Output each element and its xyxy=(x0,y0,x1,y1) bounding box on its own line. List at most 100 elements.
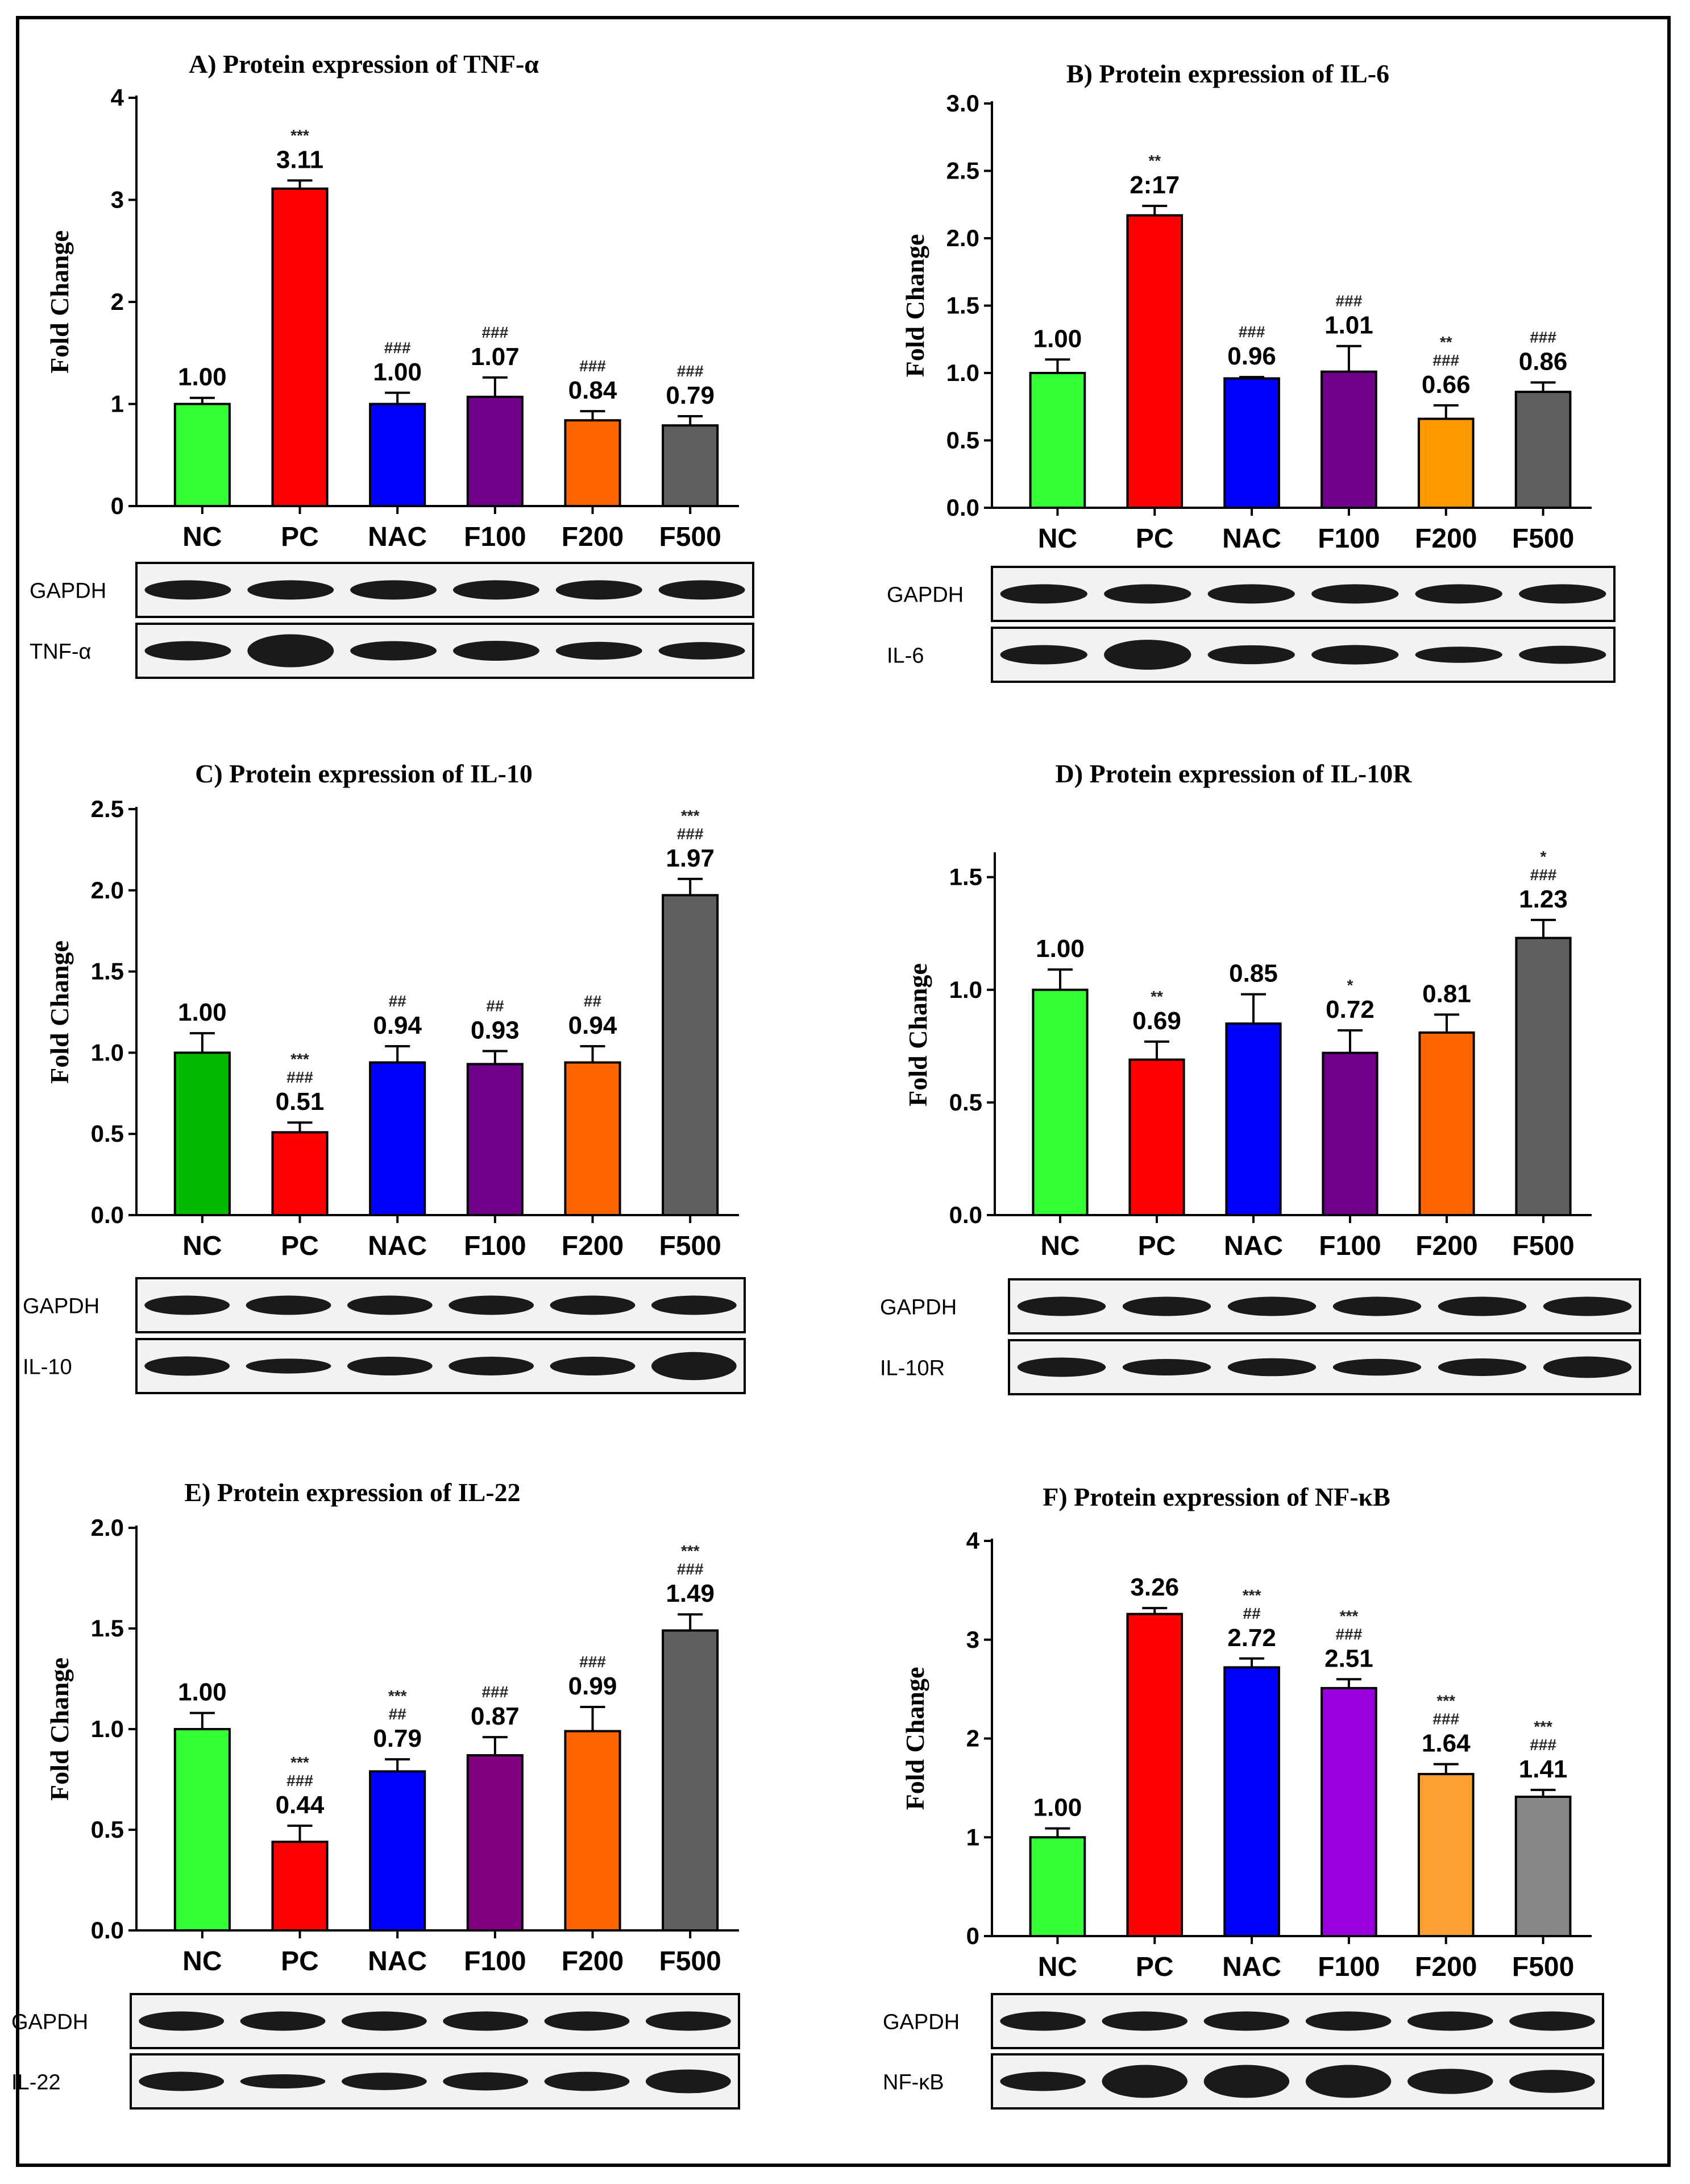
blot-band xyxy=(1305,2011,1392,2031)
x-tick-label: F200 xyxy=(1415,524,1477,554)
data-label: 0.94 xyxy=(568,1012,617,1039)
y-tick-label: 4 xyxy=(966,1527,980,1554)
x-tick-label: F100 xyxy=(1318,1952,1380,1982)
x-tick-label: F200 xyxy=(1415,1952,1477,1982)
y-tick-label: 1.5 xyxy=(946,292,979,319)
blot-band xyxy=(1311,645,1399,665)
y-axis-label: Fold Change xyxy=(45,1657,74,1801)
chart-title: B) Protein expression of IL-6 xyxy=(1066,59,1389,88)
blot-panel xyxy=(130,1993,740,2049)
x-tick-label: PC xyxy=(1138,1231,1176,1261)
y-tick-label: 2.0 xyxy=(91,877,124,904)
significance-mark: ### xyxy=(1432,1710,1459,1728)
significance-mark: ### xyxy=(1530,866,1557,884)
blot-band xyxy=(1203,2065,1290,2098)
x-tick-label: NAC xyxy=(368,522,427,552)
y-axis-label: Fold Change xyxy=(903,963,932,1106)
blot-band xyxy=(240,2011,326,2031)
x-tick-label: PC xyxy=(1136,1952,1174,1982)
blot-band xyxy=(341,2011,427,2031)
blot-band xyxy=(1543,1296,1632,1316)
significance-mark: *** xyxy=(1436,1692,1455,1710)
blot-band xyxy=(1332,1358,1422,1376)
y-tick-label: 2.0 xyxy=(946,225,979,251)
blot-band xyxy=(1203,2011,1290,2031)
blot-band xyxy=(1000,2071,1086,2091)
data-label: 1.64 xyxy=(1422,1730,1471,1758)
bar xyxy=(1417,417,1475,509)
data-label: 2.51 xyxy=(1324,1644,1373,1672)
blot-label: GAPDH xyxy=(887,583,964,607)
blot-band xyxy=(658,642,745,660)
bar xyxy=(662,424,719,507)
bar xyxy=(173,1051,231,1217)
blot-band xyxy=(1519,584,1606,604)
data-label: 0.86 xyxy=(1519,348,1568,376)
x-tick-label: PC xyxy=(1136,524,1174,554)
blot-panel xyxy=(130,2053,740,2110)
significance-mark: ### xyxy=(579,357,606,375)
chart-title: F) Protein expression of NF-κB xyxy=(1043,1482,1390,1511)
blot-band xyxy=(1000,584,1087,604)
y-axis-label: Fold Change xyxy=(900,1667,929,1810)
bar xyxy=(564,1061,621,1216)
significance-mark: ### xyxy=(481,1683,508,1701)
blot-band xyxy=(1017,1357,1106,1377)
chart-title: E) Protein expression of IL-22 xyxy=(184,1478,520,1507)
x-tick-label: F100 xyxy=(1319,1231,1381,1261)
bar xyxy=(1417,1773,1475,1938)
blot-band xyxy=(1438,1296,1527,1316)
x-tick-label: NC xyxy=(1040,1231,1079,1261)
data-label: 3.26 xyxy=(1130,1573,1179,1601)
x-tick-label: NC xyxy=(1038,1952,1077,1982)
data-label: 0.87 xyxy=(471,1702,520,1730)
bar xyxy=(1514,1796,1572,1937)
y-tick-label: 1.5 xyxy=(91,958,124,985)
x-tick-label: NAC xyxy=(1222,1952,1281,1982)
significance-mark: ** xyxy=(1440,333,1452,351)
y-tick-label: 0.0 xyxy=(91,1917,124,1943)
x-tick-label: PC xyxy=(281,1231,319,1261)
y-tick-label: 0.0 xyxy=(91,1201,124,1228)
y-tick-label: 2 xyxy=(966,1725,979,1752)
x-tick-label: F100 xyxy=(1318,524,1380,554)
blot-label: IL-6 xyxy=(887,644,924,668)
significance-mark: ## xyxy=(389,1705,407,1723)
blot-band xyxy=(658,580,745,600)
significance-mark: ### xyxy=(286,1772,313,1789)
y-tick-label: 1.5 xyxy=(949,864,982,890)
x-tick-label: PC xyxy=(281,1946,319,1976)
blot-band xyxy=(1122,1296,1211,1316)
blot-band xyxy=(645,2069,731,2094)
bar xyxy=(1514,391,1572,509)
blot-band xyxy=(651,1295,737,1315)
blot-band xyxy=(555,641,642,660)
x-tick-label: F100 xyxy=(464,522,526,552)
blot-band xyxy=(443,2072,529,2091)
data-label: 0.94 xyxy=(373,1012,422,1039)
blot-band xyxy=(544,2071,630,2091)
significance-mark: ** xyxy=(1151,988,1163,1005)
blot-band xyxy=(139,2071,225,2091)
significance-mark: ### xyxy=(1432,351,1459,369)
blot-panel xyxy=(1008,1339,1641,1395)
y-tick-label: 2.0 xyxy=(91,1514,124,1541)
data-label: 1.00 xyxy=(178,1679,227,1706)
significance-mark: *** xyxy=(681,1542,700,1560)
data-label: 1.07 xyxy=(471,343,520,371)
y-tick-label: 4 xyxy=(111,84,124,111)
blot-label: GAPDH xyxy=(11,2011,88,2034)
y-tick-label: 0.5 xyxy=(91,1816,124,1843)
y-tick-label: 2 xyxy=(111,288,124,315)
y-tick-label: 3 xyxy=(111,187,124,213)
x-tick-label: NC xyxy=(1038,524,1077,554)
blot-band xyxy=(550,1295,636,1315)
blot-band xyxy=(550,1356,636,1376)
blot-band xyxy=(350,580,437,600)
blot-panel xyxy=(135,623,754,679)
y-tick-label: 0.0 xyxy=(949,1201,982,1228)
blot-band xyxy=(347,1356,433,1376)
blot-panel xyxy=(991,2053,1604,2110)
bar xyxy=(1321,370,1377,509)
data-label: 0.81 xyxy=(1422,980,1471,1008)
